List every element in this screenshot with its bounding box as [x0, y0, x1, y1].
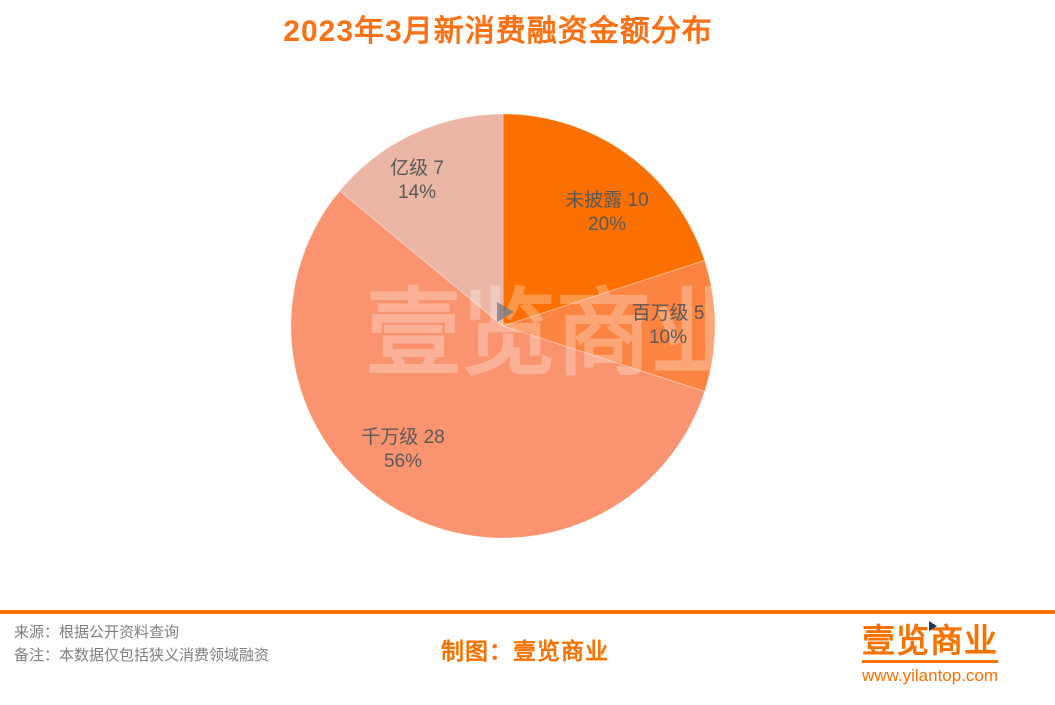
- logo-wordmark: 壹览商业: [862, 621, 998, 663]
- pie-slice-千万级: [290, 190, 706, 539]
- slice-name: 百万级 5: [631, 303, 705, 324]
- pie-slice-未披露: [502, 113, 706, 327]
- slice-percent: 14%: [397, 182, 437, 203]
- play-triangle-icon: [497, 302, 514, 322]
- slice-name: 未披露 10: [565, 190, 649, 211]
- note-text: 备注：本数据仅包括狭义消费领域融资: [14, 647, 270, 664]
- slice-percent: 20%: [587, 214, 627, 235]
- pie-slice-百万级: [501, 259, 716, 393]
- footer-divider: [0, 610, 1055, 614]
- pie-slice-label-hundreds-of-millions: 亿级 7 14%: [390, 157, 444, 205]
- slice-percent: 10%: [648, 327, 688, 348]
- pie-slice-label-millions: 百万级 5 10%: [632, 302, 705, 350]
- slice-percent: 56%: [383, 451, 423, 472]
- source-text: 来源：根据公开资料查询: [14, 624, 180, 641]
- website-text: www.yilantop.com: [862, 666, 999, 685]
- pie-chart: [290, 113, 716, 539]
- footer-source-block: 来源：根据公开资料查询 备注：本数据仅包括狭义消费领域融资: [14, 621, 269, 667]
- pie-slice-label-undisclosed: 未披露 10 20%: [565, 189, 648, 237]
- slice-name: 亿级 7: [390, 158, 444, 179]
- slice-name: 千万级 28: [361, 427, 445, 448]
- credit-text: 制图：壹览商业: [441, 638, 609, 664]
- logo-play-icon: [929, 621, 937, 631]
- brand-logo: 壹览商业 www.yilantop.com: [862, 621, 1008, 686]
- pie-slice-label-tens-of-millions: 千万级 28 56%: [361, 426, 444, 474]
- page-title: 2023年3月新消费融资金额分布: [283, 15, 713, 48]
- pie-slice-亿级: [338, 113, 504, 328]
